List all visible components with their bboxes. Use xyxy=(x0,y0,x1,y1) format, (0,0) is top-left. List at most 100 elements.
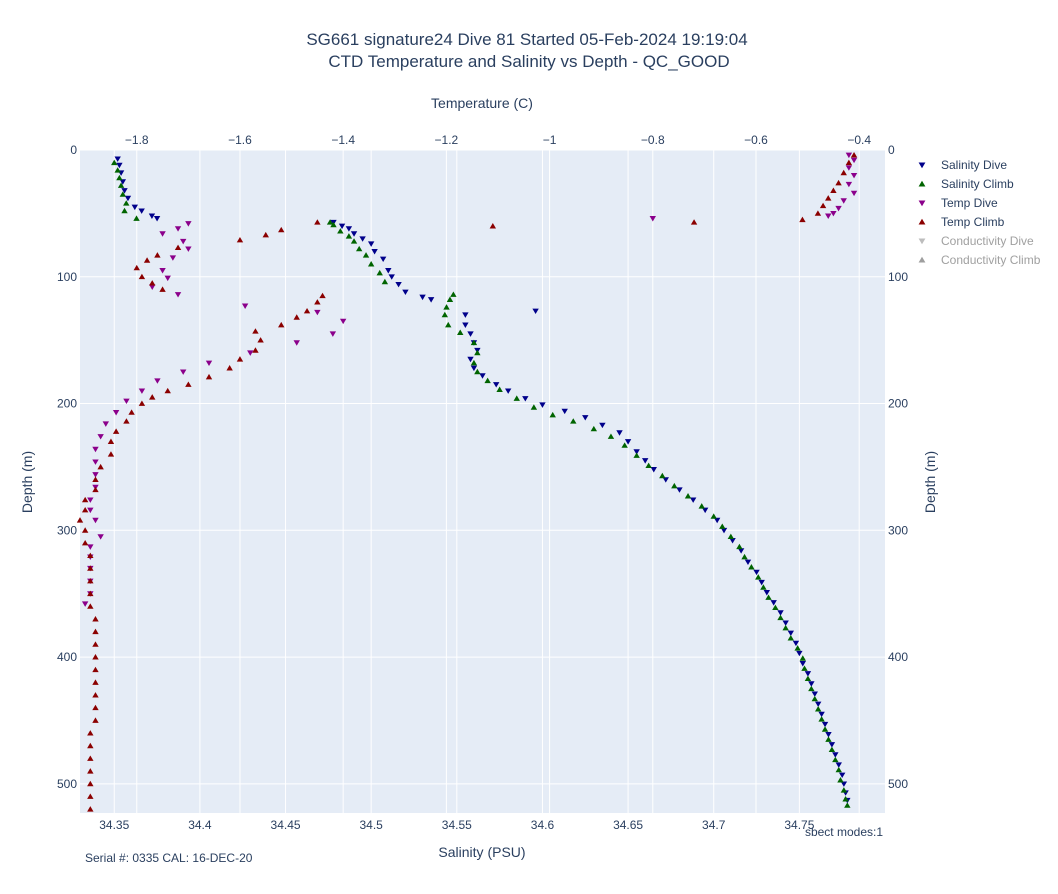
salinity-climb-point xyxy=(794,645,801,651)
legend-item-conductivity-climb[interactable]: Conductivity Climb xyxy=(918,253,1041,267)
temp-dive-point xyxy=(840,198,847,204)
right-axis-title: Depth (m) xyxy=(922,451,938,513)
temp-dive-point xyxy=(185,246,192,252)
salinity-dive-point xyxy=(796,650,803,657)
temp-climb-point xyxy=(226,365,233,371)
salinity-climb-point xyxy=(350,238,358,244)
salinity-dive-point xyxy=(808,681,815,687)
salinity-climb-point xyxy=(121,207,128,214)
temp-climb-point xyxy=(92,486,99,493)
salinity-climb-point xyxy=(815,706,822,712)
temp-climb-point xyxy=(185,381,192,387)
salinity-dive-point xyxy=(811,691,818,697)
salinity-climb-point xyxy=(818,716,825,722)
temp-dive-point xyxy=(159,268,166,274)
legend-item-temp-dive[interactable]: Temp Dive xyxy=(918,196,998,210)
legend-label: Salinity Climb xyxy=(941,177,1014,191)
salinity-climb-point xyxy=(474,349,481,356)
legend-label: Temp Climb xyxy=(941,215,1005,229)
temp-climb-point xyxy=(840,169,847,176)
temp-climb-point xyxy=(92,616,99,622)
x-tick-label: 34.45 xyxy=(271,818,301,832)
temp-dive-point xyxy=(247,350,254,356)
salinity-dive-point xyxy=(138,208,145,214)
temp-climb-point xyxy=(850,152,858,158)
salinity-dive-point xyxy=(770,600,777,606)
salinity-climb-point xyxy=(381,278,389,285)
salinity-climb-point xyxy=(345,233,353,239)
salinity-dive-point xyxy=(835,762,842,768)
x2-tick-label: −0.6 xyxy=(744,133,768,147)
temp-climb-point xyxy=(87,742,94,749)
temp-climb-point xyxy=(107,438,115,444)
legend-item-conductivity-dive[interactable]: Conductivity Dive xyxy=(918,234,1034,248)
salinity-climb-point xyxy=(671,482,678,489)
salinity-dive-point xyxy=(119,179,127,185)
salinity-climb-point xyxy=(326,219,334,225)
salinity-climb-point xyxy=(376,269,383,276)
salinity-climb-point xyxy=(470,359,478,366)
x2-tick-label: −1.6 xyxy=(228,133,252,147)
temp-climb-point xyxy=(128,409,135,415)
salinity-dive-point xyxy=(815,701,822,708)
temp-climb-point xyxy=(278,226,285,233)
x-tick-label: 34.35 xyxy=(99,818,129,832)
temp-climb-point xyxy=(87,730,94,736)
temp-dive-point xyxy=(339,318,347,325)
temp-climb-point xyxy=(123,418,130,424)
salinity-dive-point xyxy=(662,477,669,483)
salinity-dive-point xyxy=(371,249,378,255)
temp-dive-point xyxy=(845,181,853,188)
salinity-climb-point xyxy=(844,802,851,808)
temp-climb-point xyxy=(174,244,182,251)
temp-climb-point xyxy=(87,577,94,584)
legend-item-salinity-climb[interactable]: Salinity Climb xyxy=(918,177,1014,191)
salinity-dive-point xyxy=(504,388,512,394)
salinity-climb-point xyxy=(123,200,130,206)
salinity-climb-point xyxy=(496,386,503,392)
modes-annotation: sbect modes:1 xyxy=(805,825,883,839)
salinity-climb-point xyxy=(801,665,808,671)
salinity-dive-point xyxy=(599,422,606,429)
salinity-dive-point xyxy=(467,356,474,363)
legend-marker xyxy=(918,238,926,245)
bottom-axis-title: Salinity (PSU) xyxy=(438,844,525,860)
salinity-climb-point xyxy=(760,584,767,590)
legend-item-temp-climb[interactable]: Temp Climb xyxy=(918,215,1005,229)
salinity-dive-point xyxy=(153,216,161,222)
axis-ticks: 34.35 34.4 34.45 34.5 34.55 34.6 34.65 34.7 34.7… xyxy=(57,133,908,832)
temp-climb-point xyxy=(81,506,89,513)
salinity-climb-point xyxy=(782,624,789,631)
temp-dive-point xyxy=(97,534,104,540)
salinity-dive-point xyxy=(124,195,132,202)
temp-climb-point xyxy=(489,223,497,229)
salinity-dive-point xyxy=(713,517,721,524)
salinity-dive-point xyxy=(624,439,632,445)
salinity-dive-point xyxy=(561,408,568,415)
salinity-climb-point xyxy=(530,404,538,410)
salinity-climb-point xyxy=(787,635,794,641)
temp-climb-point xyxy=(81,527,89,533)
salinity-dive-point xyxy=(114,156,121,162)
salinity-climb-point xyxy=(719,523,726,529)
salinity-dive-point xyxy=(462,312,469,318)
salinity-dive-point xyxy=(828,742,836,748)
temp-climb-point xyxy=(252,347,259,353)
temp-climb-point xyxy=(257,337,264,343)
temp-climb-point xyxy=(92,654,99,660)
temp-dive-point xyxy=(329,331,337,337)
y2-tick-label: 500 xyxy=(888,777,908,791)
salinity-dive-point xyxy=(792,640,800,647)
chart-title: SG661 signature24 Dive 81 Started 05-Feb… xyxy=(306,30,747,49)
legend-label: Conductivity Climb xyxy=(941,253,1041,267)
salinity-dive-point xyxy=(131,204,139,211)
salinity-climb-point xyxy=(736,543,743,550)
temp-climb-point xyxy=(87,603,94,609)
temp-climb-point xyxy=(159,286,166,292)
temp-climb-point xyxy=(138,273,146,280)
salinity-dive-point xyxy=(763,590,771,596)
temp-climb-point xyxy=(819,202,827,209)
legend-item-salinity-dive[interactable]: Salinity Dive xyxy=(918,158,1008,172)
salinity-climb-point xyxy=(645,462,652,469)
salinity-climb-point xyxy=(117,182,125,188)
